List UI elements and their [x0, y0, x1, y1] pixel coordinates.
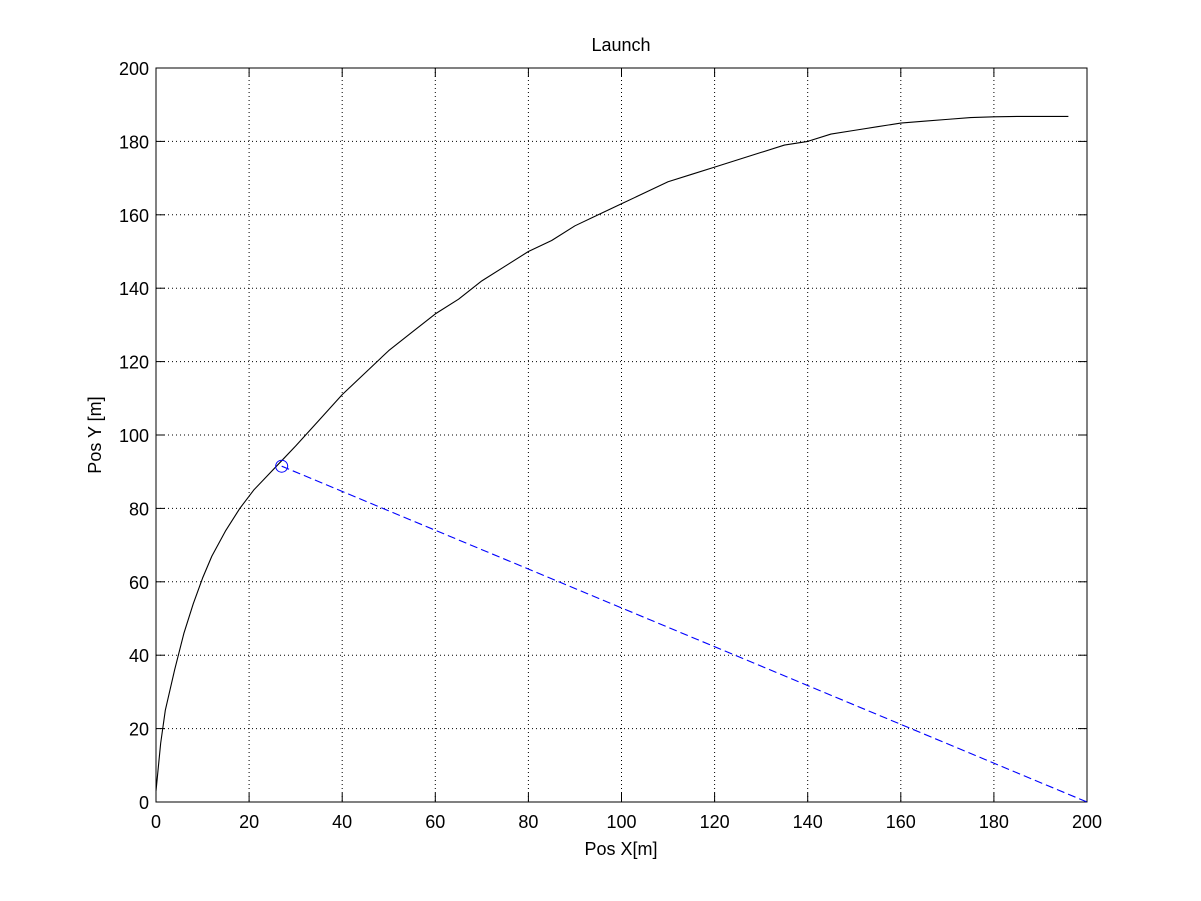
y-tick-label: 200	[119, 59, 149, 79]
x-tick-label: 200	[1072, 812, 1102, 832]
y-tick-label: 140	[119, 279, 149, 299]
y-tick-label: 80	[129, 499, 149, 519]
y-tick-label: 20	[129, 720, 149, 740]
x-tick-label: 160	[886, 812, 916, 832]
grid-lines	[156, 68, 1087, 802]
x-tick-label: 40	[332, 812, 352, 832]
x-tick-labels: 0 20 40 60 80 100 120 140 160 180 200	[151, 812, 1102, 832]
plot-frame	[155, 67, 1088, 803]
axis-ticks	[155, 67, 1088, 803]
series-layer	[155, 115, 1088, 803]
x-tick-label: 0	[151, 812, 161, 832]
y-tick-label: 0	[139, 793, 149, 813]
release-point-marker	[275, 459, 289, 473]
trajectory-line	[155, 115, 1069, 792]
chart-title: Launch	[591, 35, 650, 55]
y-tick-labels: 0 20 40 60 80 100 120 140 160 180 200	[119, 59, 149, 813]
x-tick-label: 180	[979, 812, 1009, 832]
marker-layer	[275, 459, 289, 473]
y-axis-title: Pos Y [m]	[85, 396, 105, 473]
y-tick-label: 180	[119, 132, 149, 152]
x-tick-label: 140	[793, 812, 823, 832]
y-tick-label: 60	[129, 573, 149, 593]
x-tick-label: 20	[239, 812, 259, 832]
y-tick-label: 100	[119, 426, 149, 446]
y-tick-label: 40	[129, 646, 149, 666]
x-axis-title: Pos X[m]	[584, 839, 657, 859]
y-tick-label: 160	[119, 206, 149, 226]
x-tick-label: 80	[518, 812, 538, 832]
tether-line	[281, 465, 1088, 803]
x-tick-label: 100	[606, 812, 636, 832]
x-tick-label: 60	[425, 812, 445, 832]
x-tick-label: 120	[700, 812, 730, 832]
y-tick-label: 120	[119, 353, 149, 373]
